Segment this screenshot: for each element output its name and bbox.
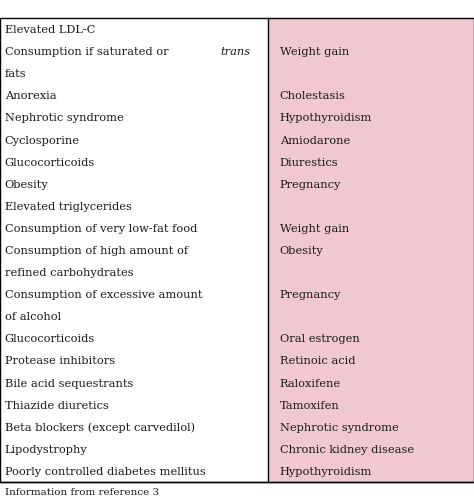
Text: Amiodarone: Amiodarone (280, 135, 350, 145)
Text: Consumption of excessive amount: Consumption of excessive amount (5, 290, 202, 300)
Text: Hypothyroidism: Hypothyroidism (280, 113, 372, 123)
Text: Lipodystrophy: Lipodystrophy (5, 444, 88, 454)
Text: of alcohol: of alcohol (5, 312, 61, 322)
Text: Chronic kidney disease: Chronic kidney disease (280, 444, 414, 454)
Text: Oral estrogen: Oral estrogen (280, 334, 359, 344)
Text: Nephrotic syndrome: Nephrotic syndrome (5, 113, 124, 123)
FancyBboxPatch shape (0, 19, 268, 482)
FancyBboxPatch shape (268, 19, 474, 482)
Text: Cholestasis: Cholestasis (280, 91, 346, 101)
Text: Pregnancy: Pregnancy (280, 290, 341, 300)
Text: fats: fats (5, 69, 27, 79)
Text: Protease inhibitors: Protease inhibitors (5, 356, 115, 366)
Text: Obesity: Obesity (5, 179, 48, 189)
Text: Elevated LDL-C: Elevated LDL-C (5, 25, 95, 35)
Text: refined carbohydrates: refined carbohydrates (5, 268, 133, 278)
Text: Poorly controlled diabetes mellitus: Poorly controlled diabetes mellitus (5, 466, 206, 476)
Text: Bile acid sequestrants: Bile acid sequestrants (5, 378, 133, 388)
Text: Glucocorticoids: Glucocorticoids (5, 334, 95, 344)
Text: Beta blockers (except carvedilol): Beta blockers (except carvedilol) (5, 421, 195, 432)
Text: Anorexia: Anorexia (5, 91, 56, 101)
Text: trans: trans (220, 47, 251, 57)
Text: Thiazide diuretics: Thiazide diuretics (5, 400, 109, 410)
Text: Tamoxifen: Tamoxifen (280, 400, 339, 410)
Text: Diurestics: Diurestics (280, 157, 338, 167)
Text: Nephrotic syndrome: Nephrotic syndrome (280, 422, 399, 432)
Text: Information from reference 3: Information from reference 3 (5, 487, 159, 496)
Text: Glucocorticoids: Glucocorticoids (5, 157, 95, 167)
Text: Pregnancy: Pregnancy (280, 179, 341, 189)
Text: Retinoic acid: Retinoic acid (280, 356, 355, 366)
Text: Elevated triglycerides: Elevated triglycerides (5, 201, 132, 211)
Text: Weight gain: Weight gain (280, 223, 349, 233)
Text: Raloxifene: Raloxifene (280, 378, 341, 388)
Text: Hypothyroidism: Hypothyroidism (280, 466, 372, 476)
Text: Cyclosporine: Cyclosporine (5, 135, 80, 145)
Text: Consumption if saturated or: Consumption if saturated or (5, 47, 172, 57)
Text: Consumption of very low-fat food: Consumption of very low-fat food (5, 223, 197, 233)
Text: Consumption of high amount of: Consumption of high amount of (5, 245, 188, 256)
Text: Obesity: Obesity (280, 245, 323, 256)
FancyBboxPatch shape (0, 482, 474, 501)
Text: Weight gain: Weight gain (280, 47, 349, 57)
